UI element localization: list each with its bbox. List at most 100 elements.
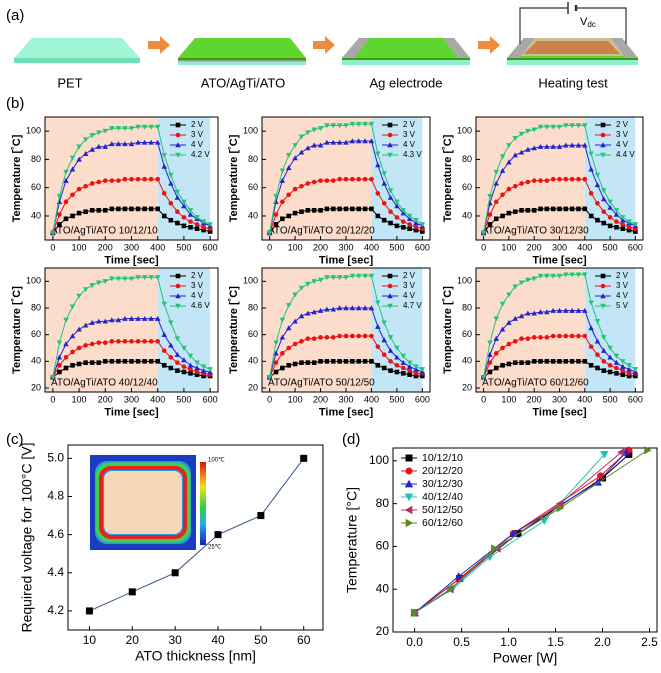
y-tick-label: 60 — [31, 329, 41, 339]
plot-frame — [67, 444, 324, 631]
data-point — [632, 367, 639, 373]
data-point — [446, 585, 455, 594]
y-tick-label: 20 — [31, 382, 41, 392]
data-point — [619, 215, 626, 221]
data-point — [102, 359, 108, 364]
data-point — [336, 275, 343, 281]
data-point — [544, 359, 550, 364]
data-point — [601, 220, 607, 226]
data-point — [519, 208, 524, 213]
data-point — [556, 307, 563, 313]
data-point — [601, 347, 607, 353]
data-point — [89, 319, 95, 325]
data-point — [102, 178, 108, 183]
step-label: PET — [57, 75, 82, 90]
data-point — [362, 176, 368, 182]
x-tick-label: 400 — [364, 394, 379, 404]
x-tick-label: 30 — [168, 633, 182, 647]
data-point — [324, 139, 330, 145]
x-tick-label: 600 — [415, 394, 430, 404]
data-point — [607, 369, 613, 375]
data-point — [607, 354, 613, 360]
data-point — [129, 176, 134, 182]
x-tick-label: 1.0 — [500, 635, 517, 649]
data-point — [70, 192, 75, 198]
data-point — [266, 230, 273, 236]
plot-frame — [392, 447, 658, 633]
data-point — [556, 273, 563, 279]
y-tick-label: 60 — [31, 182, 41, 192]
data-point — [519, 181, 524, 186]
data-point — [538, 206, 543, 212]
data-point — [148, 339, 154, 344]
legend-marker — [387, 283, 393, 289]
wire — [576, 7, 627, 44]
data-point — [292, 318, 298, 324]
x-tick-label: 100 — [72, 242, 87, 252]
data-point — [394, 223, 400, 229]
y-axis-label: Temperature [˚C] — [228, 286, 240, 374]
legend-label: 3 V — [191, 130, 204, 139]
layer — [178, 60, 306, 62]
heated-area — [524, 41, 620, 54]
data-point — [582, 307, 588, 313]
legend-marker — [405, 518, 414, 528]
data-point — [563, 359, 569, 364]
data-point — [375, 363, 381, 368]
data-point — [76, 210, 82, 216]
data-point — [141, 139, 148, 145]
data-point — [343, 359, 349, 364]
data-point — [187, 353, 194, 359]
data-point — [324, 123, 330, 129]
data-point — [556, 499, 564, 508]
data-point — [388, 220, 393, 226]
legend-label: 30/12/30 — [422, 478, 463, 490]
data-point — [194, 222, 200, 227]
data-point — [200, 219, 207, 225]
y-tick-label: 80 — [248, 302, 258, 312]
data-point — [142, 206, 147, 212]
data-point — [148, 139, 154, 145]
data-point — [292, 210, 298, 216]
data-point — [330, 178, 336, 183]
plot-frame — [261, 267, 431, 393]
y-tick-label: 40 — [462, 210, 472, 220]
data-point — [102, 143, 109, 149]
data-point — [280, 365, 285, 371]
data-point — [142, 176, 147, 182]
data-point — [349, 273, 356, 279]
data-point — [595, 217, 600, 223]
data-point — [500, 363, 505, 368]
inset-hot-rim — [99, 466, 187, 539]
data-point — [122, 276, 128, 282]
data-point — [368, 121, 375, 127]
annotation: ATO/AgTi/ATO 30/12/30 — [482, 226, 589, 237]
legend-label: 4.2 V — [191, 150, 210, 159]
data-point — [540, 517, 549, 525]
legend-marker — [405, 467, 413, 475]
electrode — [611, 38, 638, 58]
data-point — [613, 359, 620, 365]
data-point — [620, 226, 626, 231]
x-axis-label: Time [sec] — [532, 255, 587, 267]
data-point — [57, 369, 62, 375]
layer — [342, 60, 470, 65]
y-tick-label: 100 — [26, 276, 41, 286]
data-point — [299, 360, 304, 365]
data-point — [381, 200, 387, 206]
data-point — [485, 553, 494, 562]
data-point — [420, 229, 425, 234]
data-point — [286, 192, 292, 198]
data-point — [70, 349, 75, 355]
data-point — [317, 126, 324, 132]
data-point — [69, 155, 76, 161]
data-point — [194, 365, 200, 371]
x-tick-label: 0 — [50, 242, 55, 252]
data-point — [109, 276, 115, 282]
data-point — [588, 325, 594, 331]
data-point — [330, 359, 336, 364]
data-point — [407, 372, 412, 377]
x-tick-label: 0 — [267, 242, 272, 252]
x-tick-label: 200 — [313, 242, 328, 252]
data-point — [116, 359, 121, 364]
